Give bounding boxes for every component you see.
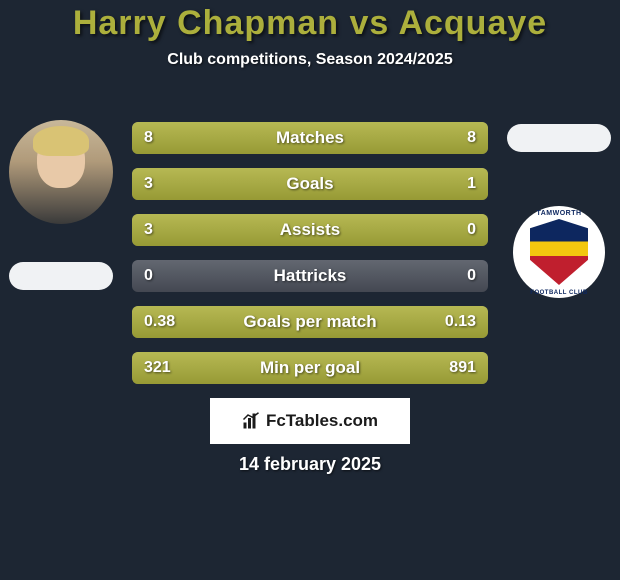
badge-bottom-text: FOOTBALL CLUB [530, 290, 587, 296]
stat-label: Hattricks [132, 266, 488, 286]
stats-container: 8Matches83Goals13Assists00Hattricks00.38… [132, 122, 488, 384]
player-right-column: TAMWORTH FOOTBALL CLUB [504, 120, 614, 298]
club-badge: TAMWORTH FOOTBALL CLUB [513, 206, 605, 298]
stat-right-value: 0 [467, 221, 476, 239]
stat-row: 8Matches8 [132, 122, 488, 154]
stat-row: 0Hattricks0 [132, 260, 488, 292]
stat-label: Goals [132, 174, 488, 194]
bars-icon [242, 412, 260, 430]
shield-icon [530, 219, 588, 285]
stat-right-value: 8 [467, 129, 476, 147]
stat-right-value: 0 [467, 267, 476, 285]
stat-label: Assists [132, 220, 488, 240]
stat-label: Min per goal [132, 358, 488, 378]
logo-text: FcTables.com [266, 411, 378, 431]
player-left-club-pill [9, 262, 113, 290]
stat-right-value: 891 [449, 359, 476, 377]
player-right-club-pill [507, 124, 611, 152]
player-left-avatar [9, 120, 113, 224]
date-text: 14 february 2025 [0, 454, 620, 475]
stat-right-value: 1 [467, 175, 476, 193]
stat-row: 3Goals1 [132, 168, 488, 200]
page-title: Harry Chapman vs Acquaye [0, 0, 620, 43]
badge-top-text: TAMWORTH [536, 210, 581, 217]
stat-row: 0.38Goals per match0.13 [132, 306, 488, 338]
stat-label: Goals per match [132, 312, 488, 332]
source-logo: FcTables.com [210, 398, 410, 444]
player-left-column [6, 120, 116, 290]
stat-row: 321Min per goal891 [132, 352, 488, 384]
stat-label: Matches [132, 128, 488, 148]
stat-right-value: 0.13 [445, 313, 476, 331]
stat-row: 3Assists0 [132, 214, 488, 246]
subtitle: Club competitions, Season 2024/2025 [0, 51, 620, 69]
